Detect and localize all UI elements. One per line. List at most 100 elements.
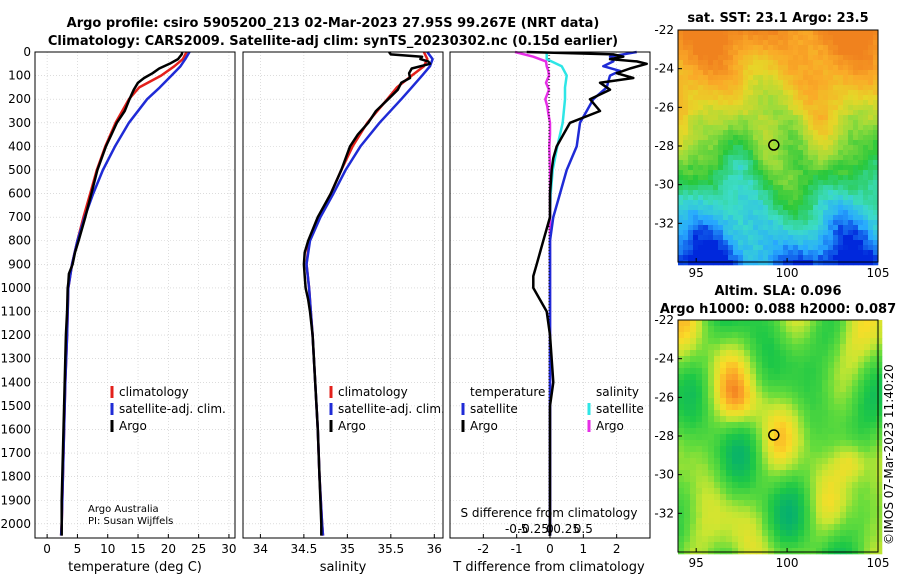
map-cell xyxy=(816,344,823,351)
map-cell xyxy=(728,255,734,261)
map-cell xyxy=(738,536,745,543)
map-cell xyxy=(702,332,709,339)
map-cell xyxy=(858,524,865,531)
map-cell xyxy=(684,380,691,387)
map-cell xyxy=(756,392,763,399)
map-cell xyxy=(838,175,844,181)
map-cell xyxy=(714,428,721,435)
map-cell xyxy=(828,60,834,66)
map-cell xyxy=(728,125,734,131)
map-cell xyxy=(693,50,699,56)
map-cell xyxy=(798,260,804,266)
map-cell xyxy=(780,380,787,387)
map-cell xyxy=(870,488,877,495)
map-cell xyxy=(793,90,799,96)
map-cell xyxy=(708,422,715,429)
map-cell xyxy=(718,110,724,116)
map-cell xyxy=(818,225,824,231)
map-cell xyxy=(678,362,685,369)
map-cell xyxy=(803,225,809,231)
map-cell xyxy=(788,125,794,131)
map-cell xyxy=(738,494,745,501)
map-cell xyxy=(763,225,769,231)
map-cell xyxy=(723,135,729,141)
map-cell xyxy=(780,440,787,447)
map-cell xyxy=(843,35,849,41)
map-cell xyxy=(683,55,689,61)
map-x-tick-label: 100 xyxy=(776,266,799,280)
map-cell xyxy=(763,30,769,36)
map-cell xyxy=(870,434,877,441)
map-cell xyxy=(762,518,769,525)
map-cell xyxy=(834,410,841,417)
map-cell xyxy=(758,205,764,211)
map-cell xyxy=(858,235,864,241)
map-cell xyxy=(756,536,763,543)
map-cell xyxy=(823,240,829,246)
map-cell xyxy=(846,350,853,357)
map-cell xyxy=(758,220,764,226)
map-cell xyxy=(804,362,811,369)
map-cell xyxy=(793,145,799,151)
map-cell xyxy=(703,225,709,231)
map-cell xyxy=(848,230,854,236)
map-cell xyxy=(762,542,769,549)
map-cell xyxy=(828,75,834,81)
map-cell xyxy=(792,494,799,501)
map-cell xyxy=(868,35,874,41)
map-cell xyxy=(703,110,709,116)
map-cell xyxy=(690,350,697,357)
map-cell xyxy=(822,326,829,333)
map-cell xyxy=(720,434,727,441)
map-cell xyxy=(720,500,727,507)
map-cell xyxy=(818,65,824,71)
map-cell xyxy=(793,125,799,131)
map-cell xyxy=(778,30,784,36)
map-cell xyxy=(873,50,879,56)
map-cell xyxy=(786,458,793,465)
map-cell xyxy=(703,155,709,161)
map-cell xyxy=(698,60,704,66)
map-cell xyxy=(726,410,733,417)
map-cell xyxy=(876,464,883,471)
map-cell xyxy=(683,135,689,141)
map-cell xyxy=(738,50,744,56)
map-cell xyxy=(738,180,744,186)
map-cell xyxy=(728,185,734,191)
map-cell xyxy=(848,215,854,221)
map-cell xyxy=(813,200,819,206)
map-cell xyxy=(743,75,749,81)
map-cell xyxy=(708,100,714,106)
map-cell xyxy=(833,245,839,251)
map-cell xyxy=(684,404,691,411)
map-cell xyxy=(733,245,739,251)
map-cell xyxy=(703,210,709,216)
map-cell xyxy=(748,150,754,156)
map-cell xyxy=(728,145,734,151)
map-cell xyxy=(818,60,824,66)
imos-timestamp: ©IMOS 07-Mar-2023 11:40:20 xyxy=(882,364,896,545)
map-cell xyxy=(732,542,739,549)
map-cell xyxy=(748,190,754,196)
map-cell xyxy=(723,200,729,206)
map-cell xyxy=(798,488,805,495)
map-cell xyxy=(774,452,781,459)
map-cell xyxy=(863,125,869,131)
map-cell xyxy=(763,140,769,146)
map-cell xyxy=(708,230,714,236)
map-cell xyxy=(858,140,864,146)
map-cell xyxy=(768,105,774,111)
map-cell xyxy=(833,35,839,41)
map-cell xyxy=(688,60,694,66)
map-cell xyxy=(873,180,879,186)
map-cell xyxy=(873,130,879,136)
map-cell xyxy=(688,250,694,256)
map-cell xyxy=(684,452,691,459)
map-cell xyxy=(792,350,799,357)
sla-argo-location-marker xyxy=(768,429,780,441)
map-cell xyxy=(768,320,775,327)
map-cell xyxy=(693,200,699,206)
map-cell xyxy=(774,494,781,501)
map-cell xyxy=(698,225,704,231)
map-cell xyxy=(810,458,817,465)
